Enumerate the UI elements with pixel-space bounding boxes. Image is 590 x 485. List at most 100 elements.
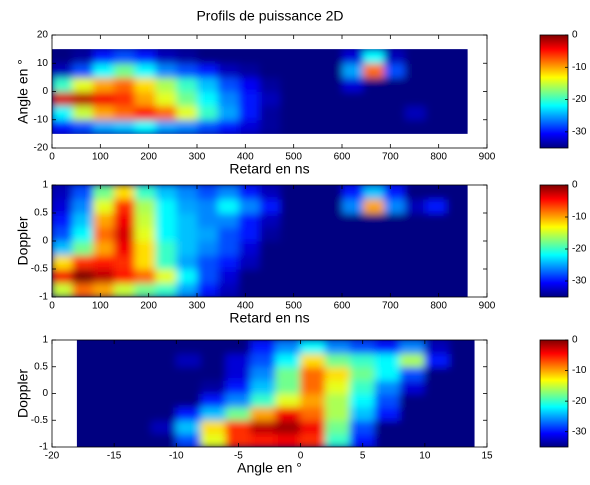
heatmap-cell [76, 406, 103, 421]
heatmap-cell [93, 226, 115, 242]
heatmap-cell [196, 212, 219, 228]
heatmap-cell [225, 379, 252, 394]
heatmap-cell [324, 379, 351, 394]
heatmap-cell [300, 62, 323, 78]
x-tick-label: 300 [189, 301, 206, 312]
heatmap-cell [76, 379, 103, 394]
heatmap-cell [384, 212, 406, 228]
y-tick-label: -0.5 [31, 264, 49, 275]
heatmap-cell [76, 393, 103, 408]
y-axis-label: Doppler [15, 369, 31, 418]
heatmap-cell [155, 185, 178, 200]
heatmap-cell [374, 352, 401, 368]
heatmap-cell [134, 254, 157, 270]
heatmap-cell [404, 91, 427, 107]
heatmap-cell [238, 49, 261, 64]
heatmap-cell [425, 212, 448, 228]
x-tick-label: -10 [169, 451, 184, 462]
heatmap-cell [363, 268, 386, 284]
heatmap-cell [446, 185, 468, 200]
heatmap-cell [259, 91, 282, 107]
heatmap-cell [196, 198, 219, 214]
heatmap-cell [225, 340, 252, 354]
heatmap-cell [324, 406, 351, 421]
heatmap-cell [76, 366, 103, 381]
heatmap-cell [93, 91, 115, 107]
heatmap-cell [259, 254, 282, 270]
heatmap-cell [321, 268, 344, 284]
heatmap-cell [300, 433, 326, 447]
heatmap-cell [250, 433, 277, 447]
heatmap-cell [76, 419, 103, 435]
y-tick-label: 1 [42, 335, 48, 346]
heatmap-cell [72, 240, 95, 256]
heatmap-cell [424, 393, 451, 408]
heatmap-cell [280, 268, 302, 284]
heatmap-cell [72, 254, 95, 270]
heatmap-cell [93, 212, 115, 228]
heatmap-cell [126, 366, 152, 381]
heatmap-cell [384, 282, 406, 297]
heatmap-cell [238, 119, 261, 134]
heatmap-cell [155, 254, 178, 270]
heatmap-cell [446, 91, 468, 107]
heatmap-cell [134, 91, 157, 107]
x-axis-label: Retard en ns [229, 161, 309, 177]
heatmap-cell [259, 105, 282, 121]
heatmap-cell [225, 352, 252, 368]
heatmap-cell [93, 254, 115, 270]
heatmap-cell [238, 62, 261, 78]
y-tick-label: 0 [42, 86, 48, 97]
heatmap-cell [300, 282, 323, 297]
heatmap-cell [217, 49, 240, 64]
heatmap-cell [113, 282, 136, 297]
heatmap-cell [349, 419, 376, 435]
colorbar [539, 339, 569, 448]
heatmap-cell [446, 49, 468, 64]
y-axis-label: Angle en ° [15, 59, 31, 124]
heatmap-cell [113, 254, 136, 270]
y-tick-label: -1 [39, 292, 48, 303]
heatmap-cell [155, 282, 178, 297]
heatmap-cell [238, 91, 261, 107]
heatmap-cell [425, 254, 448, 270]
heatmap-cell [259, 119, 282, 134]
heatmap-cell [72, 49, 95, 64]
heatmap-cell [384, 62, 406, 78]
heatmap-cell [259, 76, 282, 92]
heatmap-cell [126, 340, 152, 354]
heatmap-cell [101, 366, 128, 381]
heatmap-cell [399, 340, 426, 354]
heatmap-cell [449, 366, 475, 381]
heatmap-cell [176, 62, 198, 78]
heatmap-cell [259, 226, 282, 242]
heatmap-cell [321, 49, 344, 64]
heatmap-cell [449, 379, 475, 394]
heatmap-cell [374, 419, 401, 435]
heatmap-cell [321, 212, 344, 228]
heatmap-cell [93, 185, 115, 200]
x-tick-label: 800 [430, 301, 447, 312]
heatmap-cell [238, 212, 261, 228]
heatmap-cell [280, 282, 302, 297]
heatmap-cell [342, 119, 365, 134]
heatmap-cell [446, 226, 468, 242]
x-tick-label: 400 [237, 301, 254, 312]
heatmap-cell [324, 352, 351, 368]
heatmap-cell [275, 393, 302, 408]
heatmap-cell [113, 226, 136, 242]
heatmap-cell [275, 379, 302, 394]
heatmap-cell [259, 185, 282, 200]
heatmap-cell [300, 254, 323, 270]
heatmap-cell [446, 254, 468, 270]
chart-title: Profils de puissance 2D [196, 8, 343, 24]
colorbar-tick-label: -30 [572, 126, 587, 137]
heatmap-cell [155, 49, 178, 64]
heatmap-cell [101, 352, 128, 368]
heatmap-cell [349, 366, 376, 381]
heatmap-cell [259, 268, 282, 284]
heatmap-cell [324, 340, 351, 354]
heatmap-cell [176, 240, 198, 256]
heatmap-cell [449, 393, 475, 408]
